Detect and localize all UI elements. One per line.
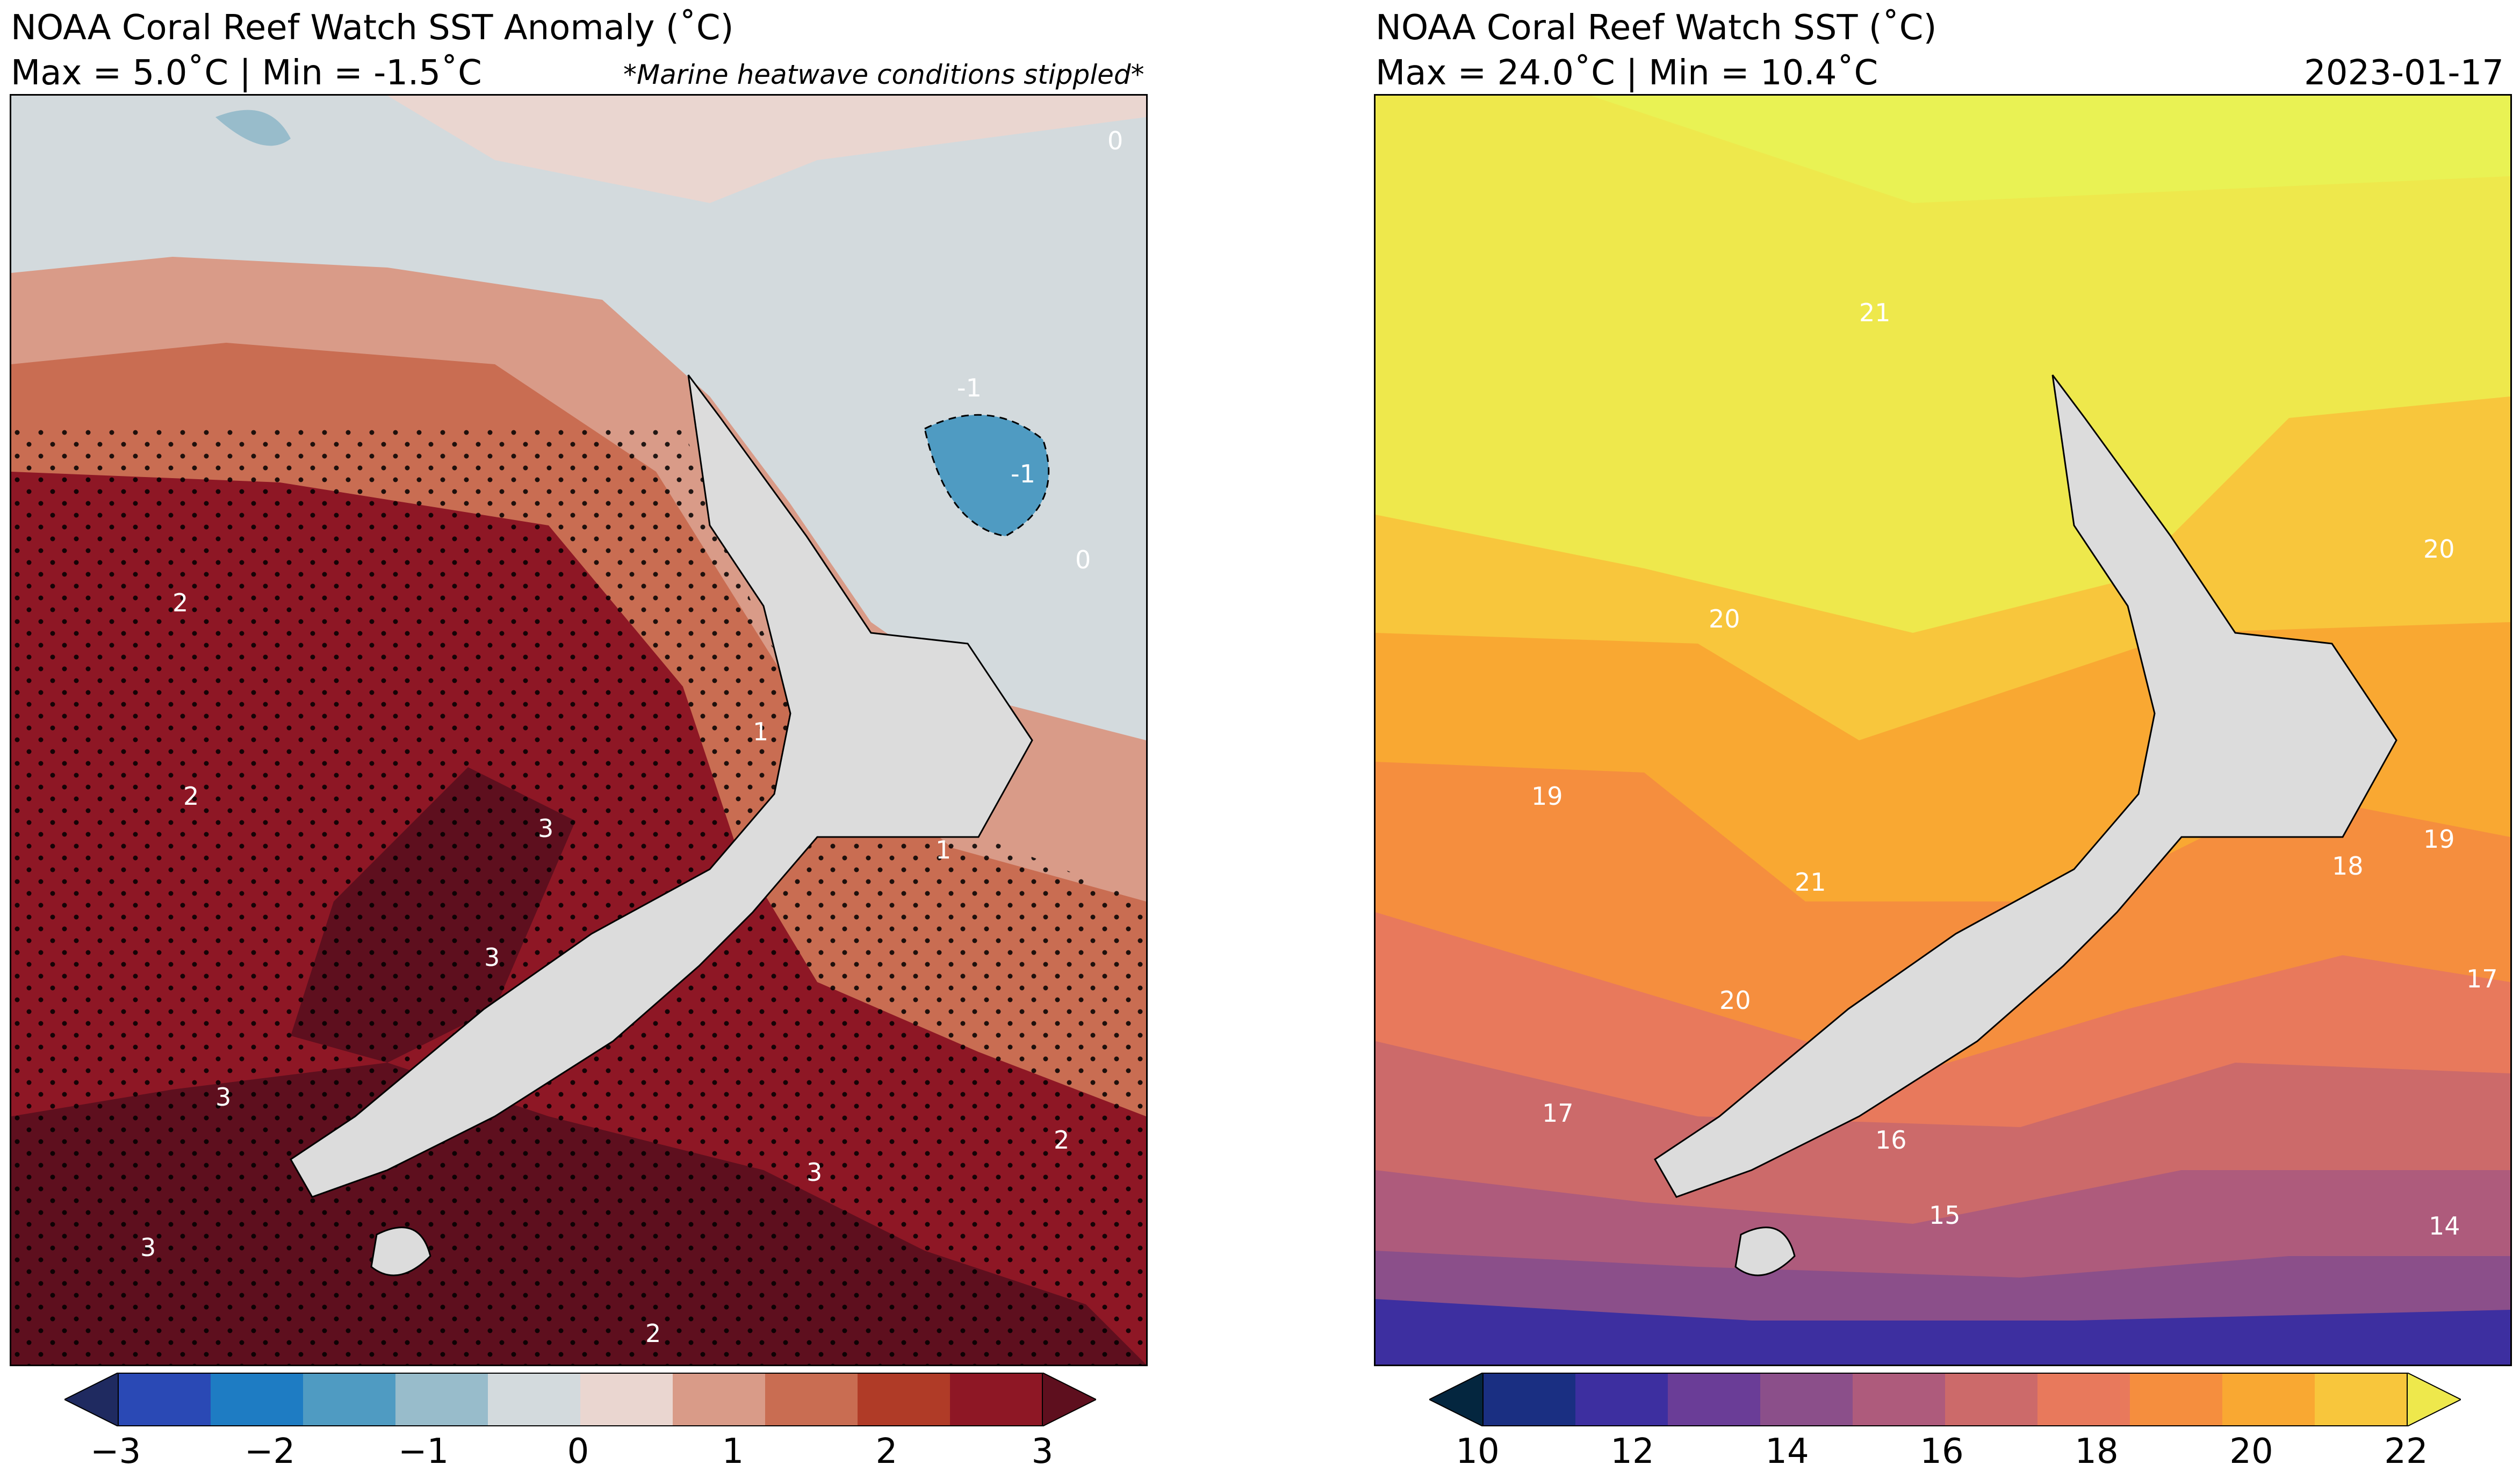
right-map-date: 2023-01-17	[2304, 53, 2504, 93]
sst-map: 21 21 20 20 20 19 19 18 17 17 16 15 14	[1376, 96, 2510, 1365]
sst-colorbar-extend-low	[1428, 1372, 1484, 1427]
heatwave-stipple	[11, 429, 1146, 1365]
anomaly-zone-near-zero	[11, 96, 1146, 203]
anomaly-tick: 3	[1031, 1432, 1054, 1471]
contour-label: 17	[1542, 1099, 1574, 1128]
contour-label: 14	[2429, 1211, 2460, 1240]
contour-label: 20	[1709, 604, 1740, 633]
contour-label: 3	[538, 814, 553, 843]
contour-label: 2	[172, 588, 188, 617]
anomaly-colorbar-segment	[488, 1373, 581, 1426]
sst-colorbar-outline	[1482, 1373, 2408, 1426]
anomaly-tick: 1	[722, 1432, 744, 1471]
contour-label: 3	[484, 943, 500, 972]
contour-label: 16	[1875, 1126, 1907, 1155]
sst-colorbar-graphic	[1428, 1372, 2463, 1427]
contour-label: 21	[1795, 868, 1826, 897]
anomaly-tick: 0	[567, 1432, 589, 1471]
contour-label: 3	[215, 1083, 231, 1112]
sst-colorbar	[1428, 1372, 2463, 1427]
contour-label: 1	[935, 835, 951, 864]
anomaly-colorbar-segment	[950, 1373, 1043, 1426]
anomaly-colorbar-segment	[395, 1373, 488, 1426]
sst-tick: 18	[2075, 1432, 2119, 1471]
anomaly-colorbar-segment	[580, 1373, 673, 1426]
contour-label: 2	[645, 1319, 661, 1348]
anomaly-colorbar-segment	[303, 1373, 396, 1426]
contour-label: 1	[753, 717, 768, 746]
sst-tick: 22	[2384, 1432, 2428, 1471]
sst-colorbar-segment	[1668, 1373, 1761, 1426]
anomaly-colorbar-graphic	[63, 1372, 1098, 1427]
sst-colorbar-segment	[2315, 1373, 2408, 1426]
left-map-subtitle: Max = 5.0˚C | Min = -1.5˚C	[11, 53, 482, 93]
anomaly-colorbar-outline	[118, 1373, 1043, 1426]
stewart-island	[1734, 1227, 1796, 1276]
contour-label: -1	[1011, 459, 1035, 488]
contour-label: -1	[957, 373, 982, 402]
contour-label: 20	[2423, 535, 2455, 564]
sst-colorbar-segment	[1575, 1373, 1668, 1426]
sst-colorbar-segment	[1483, 1373, 1576, 1426]
new-zealand-land	[1654, 374, 2397, 1198]
sst-map-panel: 21 21 20 20 20 19 19 18 17 17 16 15 14	[1374, 94, 2512, 1366]
right-map-title: NOAA Coral Reef Watch SST (˚C)	[1376, 8, 1937, 48]
contour-label: 18	[2332, 852, 2364, 881]
sst-colorbar-segment	[1945, 1373, 2038, 1426]
anomaly-tick: −2	[244, 1432, 296, 1471]
anomaly-tick: −3	[90, 1432, 141, 1471]
anomaly-map: 0 0 -1 -1 1 1 2 2 2 2 3 3 3 3 3	[11, 96, 1146, 1365]
sst-tick: 14	[1765, 1432, 1809, 1471]
sst-tick: 10	[1456, 1432, 1500, 1471]
anomaly-colorbar-segment	[211, 1373, 304, 1426]
anomaly-contour-labels: 0 0 -1 -1 1 1 2 2 2 2 3 3 3 3 3	[140, 126, 1123, 1348]
contour-label: 19	[1531, 782, 1563, 811]
anomaly-colorbar-ticks: −3 −2 −1 0 1 2 3	[0, 1434, 2520, 1477]
anomaly-colorbar-segment	[858, 1373, 951, 1426]
sst-tick: 20	[2229, 1432, 2273, 1471]
anomaly-colorbar-segment	[765, 1373, 858, 1426]
anomaly-colorbar	[63, 1372, 1098, 1427]
contour-label: 0	[1107, 126, 1123, 155]
anomaly-cool-patch	[924, 414, 1050, 537]
anomaly-colorbar-segment	[118, 1373, 211, 1426]
contour-label: 17	[2466, 964, 2498, 993]
sst-zone-13	[1376, 1299, 2510, 1365]
anomaly-cool-patch-north	[215, 110, 291, 146]
sst-colorbar-segment	[2130, 1373, 2223, 1426]
sst-colorbar-segment	[1760, 1373, 1853, 1426]
contour-label: 3	[807, 1158, 822, 1187]
contour-label: 2	[1054, 1126, 1069, 1155]
anomaly-tick: −1	[398, 1432, 449, 1471]
sst-colorbar-extend-high	[2407, 1372, 2463, 1427]
contour-label: 21	[1859, 298, 1891, 327]
sst-contour-labels: 21 21 20 20 20 19 19 18 17 17 16 15 14	[1531, 298, 2498, 1240]
contour-label: 0	[1075, 545, 1091, 574]
sst-colorbar-ticks: 10 12 14 16 18 20 22	[0, 1434, 2520, 1477]
contour-label: 20	[1719, 986, 1751, 1015]
sst-colorbar-segment	[2222, 1373, 2315, 1426]
anomaly-colorbar-segment	[673, 1373, 766, 1426]
stewart-island	[370, 1227, 431, 1276]
left-map-note: *Marine heatwave conditions stippled*	[623, 59, 1144, 90]
right-map-subtitle: Max = 24.0˚C | Min = 10.4˚C	[1376, 53, 1878, 93]
contour-label: 3	[140, 1233, 156, 1262]
anomaly-colorbar-extend-high	[1042, 1372, 1098, 1427]
contour-label: 2	[183, 782, 199, 811]
sst-tick: 16	[1920, 1432, 1964, 1471]
anomaly-tick: 2	[875, 1432, 898, 1471]
sst-colorbar-segment	[2037, 1373, 2130, 1426]
contour-label: 15	[1929, 1201, 1961, 1230]
contour-label: 19	[2423, 825, 2455, 854]
anomaly-colorbar-extend-low	[63, 1372, 119, 1427]
anomaly-map-panel: 0 0 -1 -1 1 1 2 2 2 2 3 3 3 3 3	[10, 94, 1148, 1366]
new-zealand-land	[290, 374, 1033, 1198]
sst-tick: 12	[1610, 1432, 1654, 1471]
left-map-title: NOAA Coral Reef Watch SST Anomaly (˚C)	[11, 8, 734, 48]
sst-colorbar-segment	[1853, 1373, 1946, 1426]
